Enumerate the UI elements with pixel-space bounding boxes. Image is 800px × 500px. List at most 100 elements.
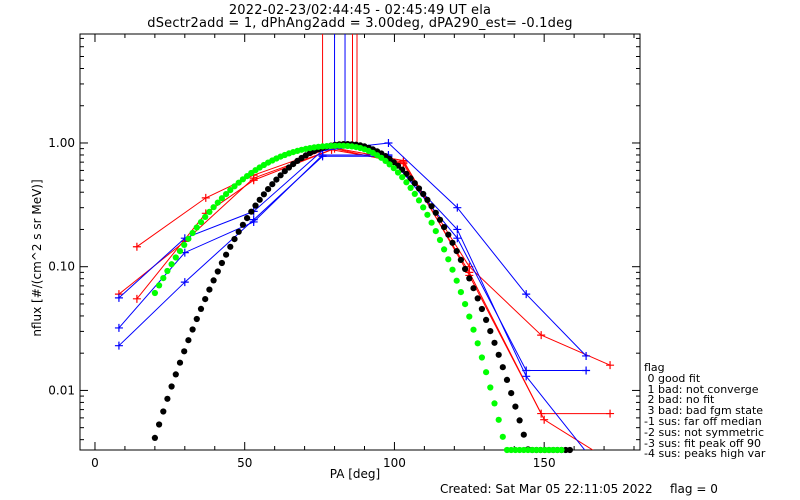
y-tick-label: 0.01 xyxy=(48,383,75,397)
series-line xyxy=(118,154,587,371)
x-tick-label: 100 xyxy=(383,456,406,470)
data-point xyxy=(132,242,141,251)
data-point xyxy=(132,294,141,303)
fit-point xyxy=(474,340,481,347)
fit-point xyxy=(168,261,175,268)
fit-point xyxy=(290,161,297,168)
data-point xyxy=(453,234,462,243)
data-point xyxy=(453,203,462,212)
legend-entry: 0 good fit xyxy=(644,371,701,385)
fit-point xyxy=(445,256,452,263)
fit-point xyxy=(164,267,171,275)
fit-point xyxy=(189,326,196,333)
fit-point xyxy=(265,186,272,193)
fit-point xyxy=(411,180,418,187)
fit-point xyxy=(420,204,427,211)
fit-point xyxy=(516,417,523,424)
series-line xyxy=(136,146,611,415)
fit-point xyxy=(239,221,246,228)
fit-point xyxy=(420,190,427,198)
fit-point xyxy=(453,248,460,255)
data-point xyxy=(249,174,258,183)
fit-point xyxy=(432,209,439,216)
data-point xyxy=(540,415,549,424)
fit-point xyxy=(495,416,502,423)
fit-point xyxy=(512,403,519,410)
fit-point xyxy=(227,243,234,250)
legend-entry: 1 bad: not converge xyxy=(644,382,759,396)
fit-point xyxy=(197,219,205,226)
fit-point xyxy=(252,202,259,209)
fit-point xyxy=(462,301,469,308)
fit-point xyxy=(483,369,490,376)
fit-point xyxy=(403,179,410,186)
fit-point xyxy=(407,184,414,191)
fit-point xyxy=(466,275,473,282)
fit-point xyxy=(210,277,217,284)
fit-point xyxy=(386,161,393,168)
data-point xyxy=(318,152,327,161)
fit-point xyxy=(227,187,234,194)
fit-point xyxy=(202,213,209,220)
fit-point xyxy=(428,219,435,226)
fit-point xyxy=(231,236,238,243)
fit-point xyxy=(399,174,406,181)
data-point xyxy=(384,138,393,147)
data-point xyxy=(114,293,123,302)
fit-point xyxy=(181,348,188,355)
fit-point xyxy=(449,266,456,273)
fit-point xyxy=(248,208,255,215)
fit-point xyxy=(164,395,171,402)
legend-entry: -2 sus: not symmetric xyxy=(644,425,764,439)
legend-entry: -4 sus: peaks high var xyxy=(644,447,766,461)
fit-point xyxy=(470,285,477,292)
legend-entry: 2 bad: no fit xyxy=(644,393,715,407)
data-point xyxy=(249,215,258,224)
fit-point xyxy=(151,289,158,297)
fit-point xyxy=(462,265,469,273)
fit-point xyxy=(185,235,192,242)
fit-point xyxy=(277,172,284,179)
fit-point xyxy=(436,236,444,244)
fit-point xyxy=(483,316,490,323)
fit-point xyxy=(499,433,506,440)
data-point xyxy=(606,409,615,418)
x-tick-label: 0 xyxy=(91,456,99,470)
fit-point xyxy=(210,204,217,211)
fit-point xyxy=(156,421,163,428)
x-tick-label: 150 xyxy=(533,456,556,470)
fit-point xyxy=(487,328,494,335)
flag-legend: flag 0 good fit 1 bad: not converge 2 ba… xyxy=(644,362,766,461)
series-red xyxy=(132,145,615,370)
fit-point xyxy=(436,216,444,223)
fit-point xyxy=(466,313,473,320)
legend-entry: -1 sus: far off median xyxy=(644,414,762,428)
fit-point xyxy=(176,359,184,366)
plot-frame xyxy=(79,33,641,451)
legend-entry: -3 sus: fit peak off 90 xyxy=(644,436,761,450)
legend-entry: 3 bad: bad fgm state xyxy=(644,404,764,418)
fit-point xyxy=(403,170,410,177)
data-point xyxy=(537,331,546,340)
x-axis-label: PA [deg] xyxy=(330,467,380,481)
series-line xyxy=(118,142,587,357)
fit-point xyxy=(185,337,192,344)
fit-point xyxy=(457,256,464,263)
fit-point xyxy=(160,275,167,282)
fit-point xyxy=(172,254,179,261)
fit-point xyxy=(407,175,414,182)
series-line xyxy=(136,149,611,366)
fit-point xyxy=(566,446,574,454)
series-blue xyxy=(114,138,591,360)
data-point xyxy=(582,351,591,360)
data-point xyxy=(522,372,531,381)
y-axis-label: nflux [#/(cm^2 s sr MeV)] xyxy=(30,179,44,336)
fit-point xyxy=(256,196,263,203)
fit-point xyxy=(508,390,515,397)
fit-point xyxy=(193,224,200,231)
fit-point xyxy=(520,431,527,438)
fit-point xyxy=(202,296,209,303)
fit-point xyxy=(156,282,163,289)
fit-point xyxy=(244,215,251,222)
